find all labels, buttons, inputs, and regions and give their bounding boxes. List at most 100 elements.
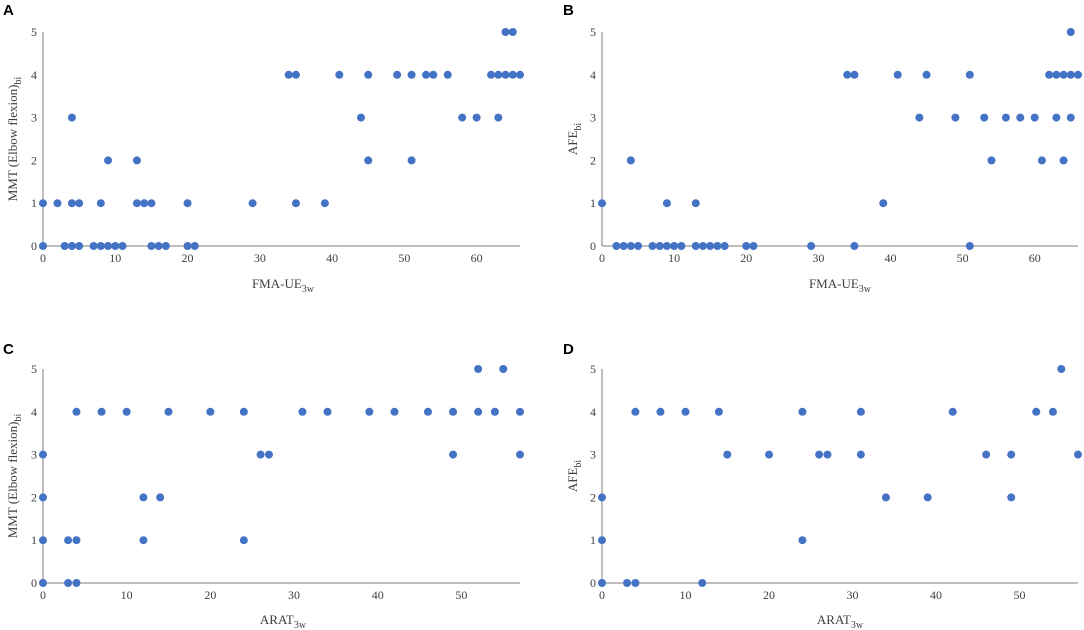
data-point xyxy=(139,493,148,502)
data-point xyxy=(965,70,974,79)
data-point xyxy=(1074,450,1082,459)
data-point xyxy=(39,536,47,545)
y-tick-label: 4 xyxy=(31,405,37,419)
data-point xyxy=(879,199,888,208)
data-point xyxy=(298,407,307,416)
data-point xyxy=(501,70,510,79)
data-point xyxy=(472,113,481,122)
data-point xyxy=(122,407,131,416)
y-axis-label: MMT (Elbow flexion)bi xyxy=(5,77,24,202)
data-point xyxy=(1001,113,1010,122)
data-point xyxy=(118,242,127,250)
x-tick-label: 10 xyxy=(121,588,133,602)
y-tick-label: 3 xyxy=(590,448,596,462)
x-axis-label: ARAT3w xyxy=(260,612,307,630)
data-point xyxy=(815,450,824,459)
data-point xyxy=(765,450,774,459)
data-point xyxy=(516,450,524,459)
data-point xyxy=(1059,156,1068,165)
y-tick-label: 3 xyxy=(31,448,37,462)
data-point xyxy=(713,242,722,250)
data-point xyxy=(698,242,707,250)
data-point xyxy=(64,536,73,545)
data-point xyxy=(75,199,84,208)
panel-label: D xyxy=(563,341,574,358)
data-point xyxy=(1048,407,1057,416)
data-point xyxy=(248,199,257,208)
data-point xyxy=(335,70,344,79)
data-point xyxy=(843,70,852,79)
data-point xyxy=(691,242,700,250)
data-point xyxy=(89,242,98,250)
data-point xyxy=(749,242,758,250)
panel-b: B FMA-UE3w AFEbi 0 10 20 30 40 50 60 0 1 2 3 4 5 xyxy=(563,2,1082,295)
data-point xyxy=(948,407,957,416)
data-point xyxy=(393,70,402,79)
data-point xyxy=(631,579,640,587)
data-point xyxy=(474,407,483,416)
data-point xyxy=(662,199,671,208)
data-point xyxy=(850,70,859,79)
data-point xyxy=(516,407,524,416)
data-point xyxy=(239,407,248,416)
data-point xyxy=(72,407,81,416)
data-point xyxy=(67,242,76,250)
data-point xyxy=(458,113,467,122)
x-tick-label: 40 xyxy=(372,588,384,602)
x-tick-label: 60 xyxy=(1029,251,1041,265)
data-point xyxy=(264,450,273,459)
data-point xyxy=(53,199,62,208)
data-point xyxy=(39,199,47,208)
data-point xyxy=(698,579,707,587)
data-point xyxy=(111,242,120,250)
data-point xyxy=(598,493,606,502)
data-point xyxy=(1066,70,1075,79)
data-point xyxy=(364,156,373,165)
data-point xyxy=(922,70,931,79)
data-point xyxy=(598,536,606,545)
data-point xyxy=(39,579,47,587)
y-tick-label: 3 xyxy=(590,111,596,125)
x-tick-label: 30 xyxy=(847,588,859,602)
data-point xyxy=(164,407,173,416)
x-tick-label: 10 xyxy=(109,251,121,265)
data-point xyxy=(161,242,170,250)
data-point xyxy=(723,450,732,459)
x-tick-label: 50 xyxy=(398,251,410,265)
x-tick-label: 50 xyxy=(455,588,467,602)
data-point xyxy=(39,450,47,459)
y-tick-label: 2 xyxy=(31,490,37,504)
x-tick-label: 50 xyxy=(957,251,969,265)
data-point xyxy=(1066,113,1075,122)
data-point xyxy=(807,242,816,250)
data-point xyxy=(320,199,329,208)
data-point xyxy=(140,199,149,208)
data-point xyxy=(499,365,508,373)
data-point xyxy=(965,242,974,250)
data-point xyxy=(474,365,483,373)
x-tick-label: 0 xyxy=(40,588,46,602)
data-point xyxy=(648,242,657,250)
data-point xyxy=(429,70,438,79)
data-point xyxy=(365,407,374,416)
y-tick-label: 2 xyxy=(590,153,596,167)
data-point xyxy=(487,70,496,79)
data-point xyxy=(183,242,192,250)
data-point xyxy=(1052,70,1061,79)
data-point xyxy=(494,113,503,122)
y-tick-label: 5 xyxy=(590,362,596,376)
data-point xyxy=(96,242,105,250)
data-point xyxy=(67,199,76,208)
data-point xyxy=(104,242,113,250)
data-point xyxy=(104,156,113,165)
data-point xyxy=(67,113,76,122)
data-point xyxy=(691,199,700,208)
x-tick-label: 20 xyxy=(763,588,775,602)
data-point xyxy=(987,156,996,165)
data-point xyxy=(656,407,665,416)
y-tick-label: 0 xyxy=(31,239,37,253)
data-point xyxy=(443,70,452,79)
y-axis-label: AFEbi xyxy=(565,123,584,156)
data-point xyxy=(284,70,293,79)
